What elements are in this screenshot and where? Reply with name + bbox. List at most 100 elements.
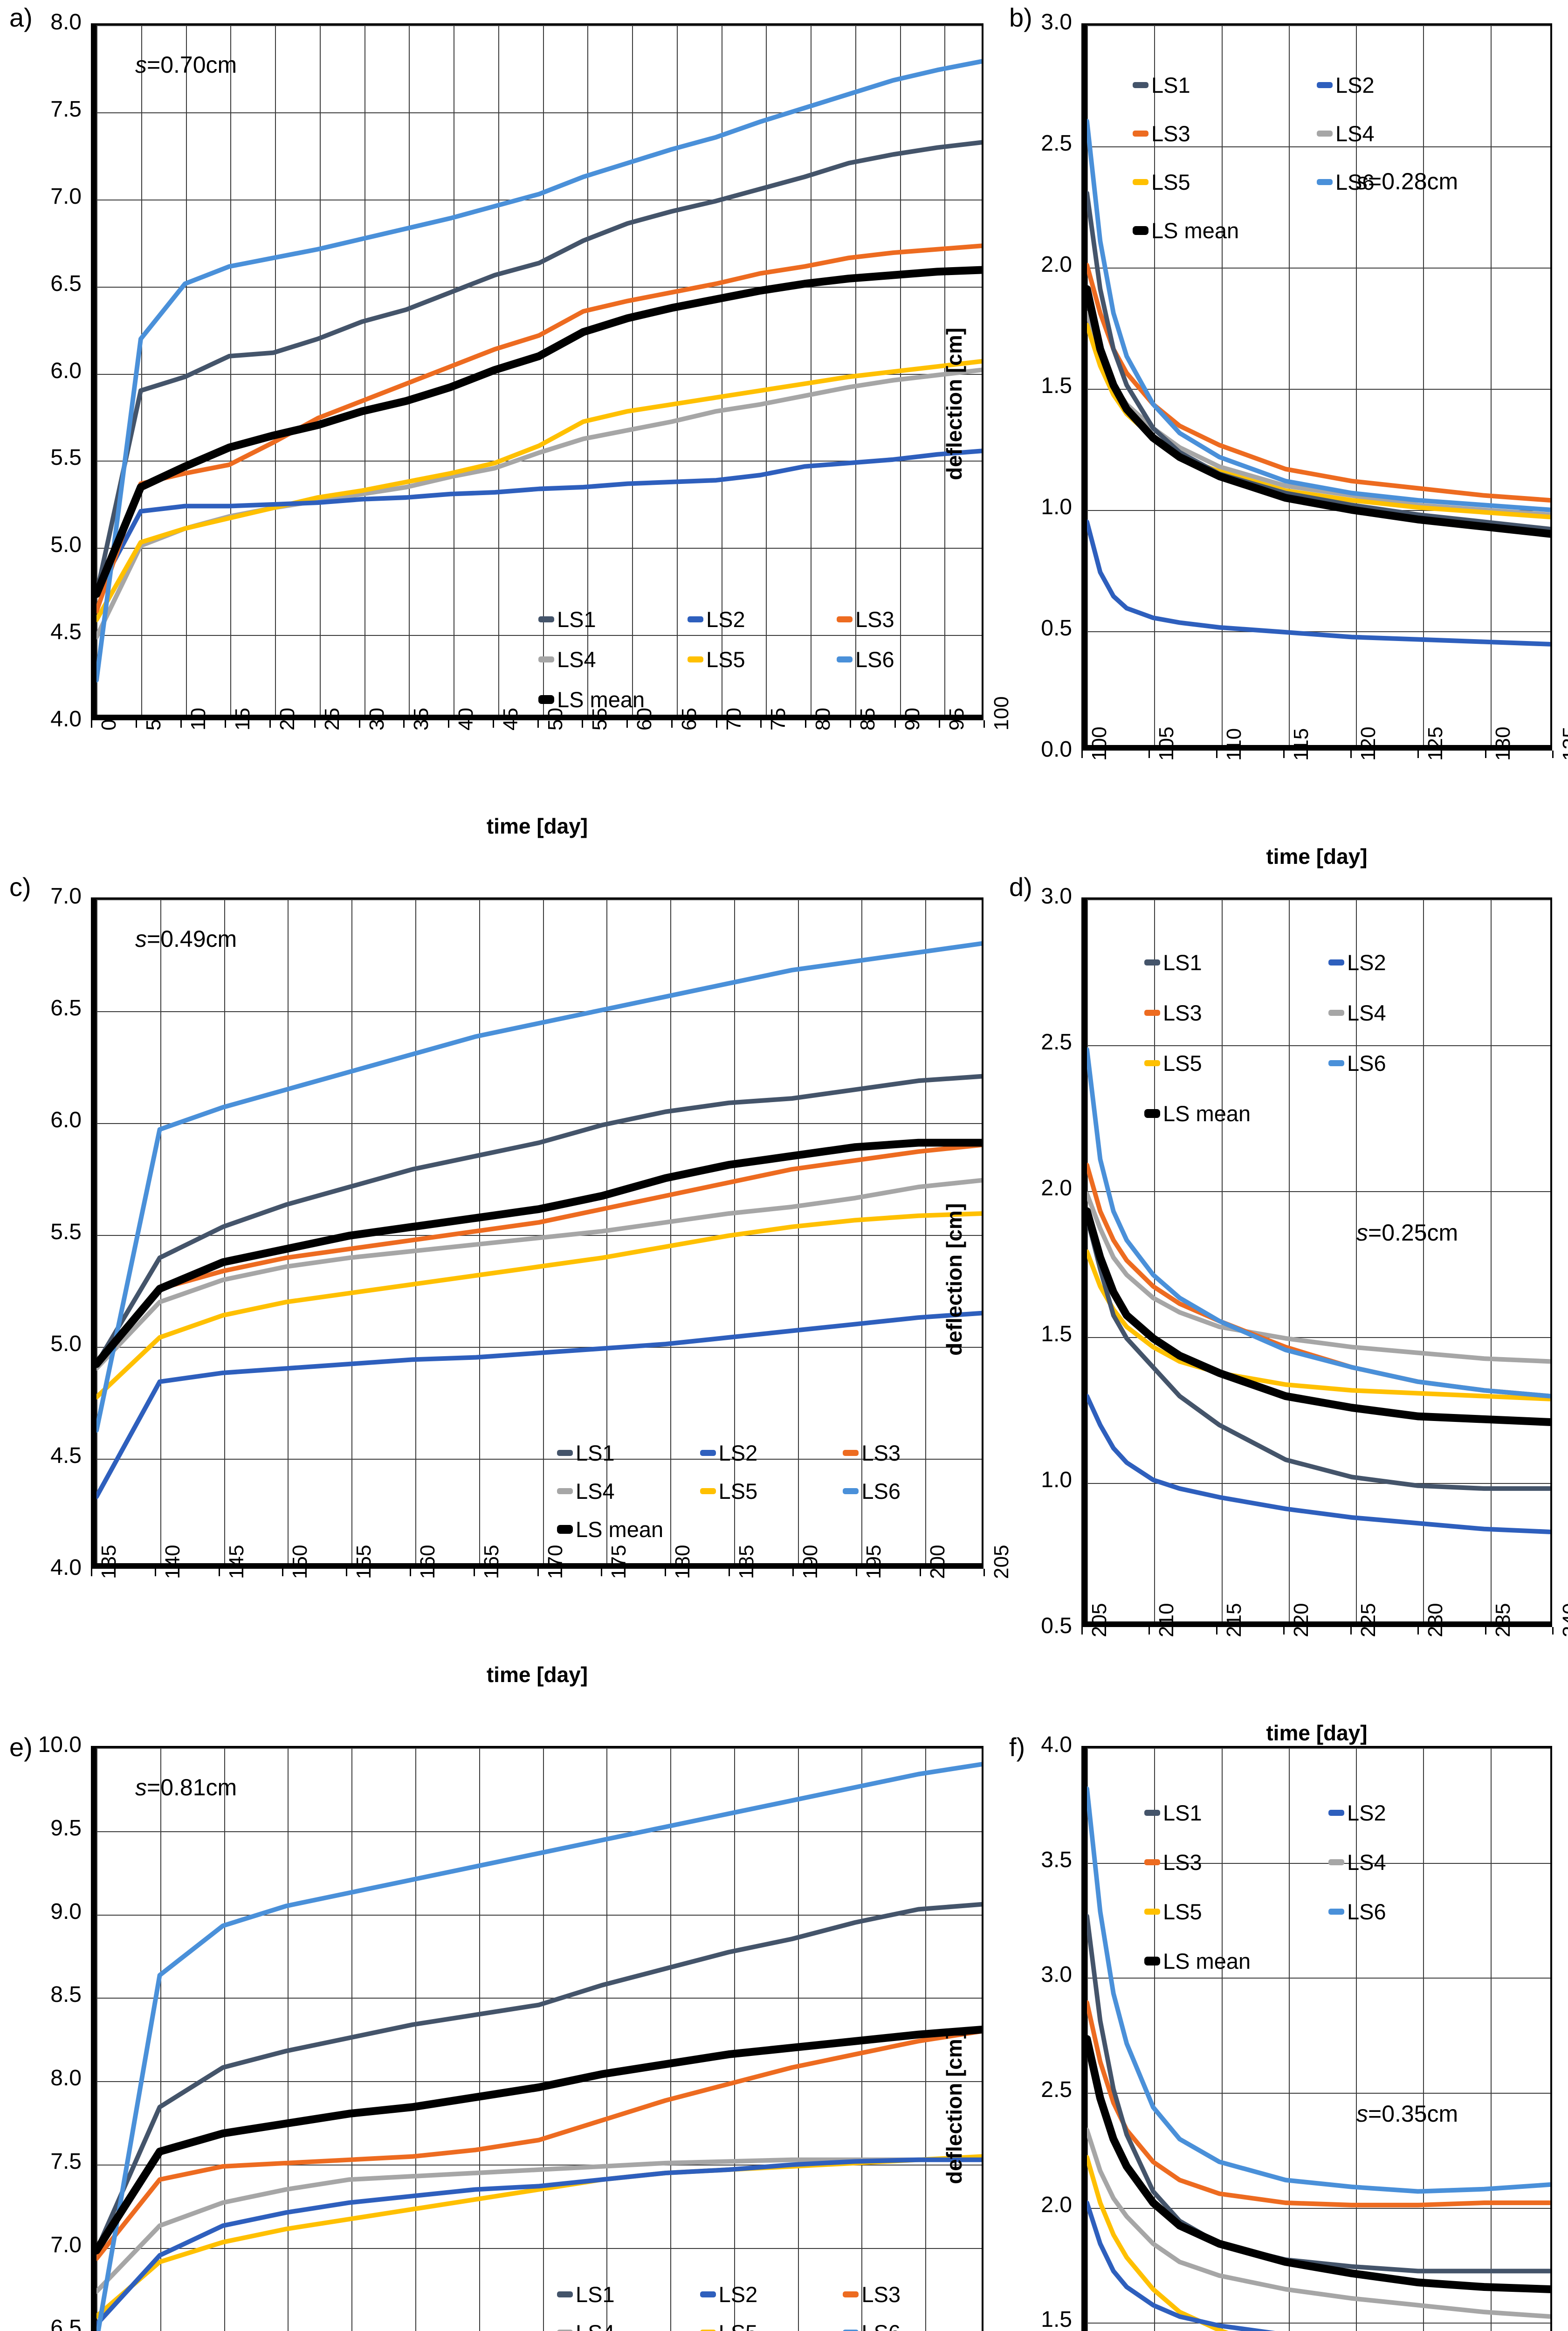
y-axis-tick-label: 8.0 [50, 10, 82, 34]
legend-item-ls3[interactable]: LS3 [1133, 109, 1317, 158]
gridline-vertical [1087, 25, 1088, 745]
gridline-vertical [415, 899, 416, 1563]
legend-item-ls4[interactable]: LS4 [1317, 109, 1501, 158]
legend-item-ls5[interactable]: LS5 [700, 1472, 843, 1510]
gridline-vertical [798, 1748, 799, 2331]
legend-item-ls5[interactable]: LS5 [688, 639, 837, 679]
gridline-horizontal [96, 1459, 982, 1460]
legend-item-ls3[interactable]: LS3 [837, 599, 986, 639]
x-axis-tick-label: 215 [1222, 1603, 1245, 1637]
y-axis-title: deflection [cm] [942, 327, 966, 480]
gridline-vertical [275, 25, 276, 715]
s-annotation: s=0.25cm [1356, 1219, 1458, 1246]
series-line-ls6 [1087, 118, 1550, 512]
y-axis-title: deflection [cm] [942, 2031, 966, 2184]
legend-swatch-icon [557, 1449, 573, 1456]
gridline-vertical [96, 899, 97, 1563]
legend-label: LS1 [576, 1440, 615, 1465]
legend-item-ls2[interactable]: LS2 [700, 2275, 843, 2313]
panel-letter-a: a) [9, 3, 33, 32]
legend-swatch-icon [1133, 82, 1148, 88]
series-line-ls6 [96, 941, 982, 1433]
s-annotation: s=0.49cm [135, 925, 237, 952]
legend-item-ls-mean[interactable]: LS mean [538, 679, 688, 719]
plot-area-f [1081, 1746, 1552, 2331]
legend-item-ls2[interactable]: LS2 [700, 1434, 843, 1472]
legend-item-ls1[interactable]: LS1 [538, 599, 688, 639]
legend-swatch-icon [700, 1449, 716, 1456]
legend-swatch-icon [1133, 130, 1148, 137]
x-axis-tick-label: 135 [1559, 726, 1568, 761]
y-axis-tick-label: 5.5 [50, 445, 82, 470]
legend-item-ls1[interactable]: LS1 [1133, 61, 1317, 109]
series-line-ls3 [96, 243, 982, 614]
series-canvas [1087, 1047, 1550, 1534]
legend-label: LS4 [557, 647, 596, 672]
s-value-text: =0.25cm [1368, 1220, 1458, 1246]
legend-item-ls3[interactable]: LS3 [843, 1434, 986, 1472]
x-axis-tick-mark [1552, 1627, 1554, 1634]
legend-item-ls1[interactable]: LS1 [557, 2275, 700, 2313]
gridline-vertical [230, 25, 232, 715]
legend-item-ls6[interactable]: LS6 [843, 2313, 986, 2331]
legend-item-ls4[interactable]: LS4 [1328, 987, 1513, 1038]
legend-item-ls3[interactable]: LS3 [1144, 987, 1328, 1038]
gridline-horizontal [1087, 389, 1550, 390]
x-axis-title: time [day] [1266, 1721, 1368, 1745]
panel-letter-d: d) [1009, 872, 1032, 902]
legend-item-ls1[interactable]: LS1 [557, 1434, 700, 1472]
x-axis-tick-mark [1148, 751, 1150, 758]
legend-item-ls4[interactable]: LS4 [557, 2313, 700, 2331]
legend-item-ls6[interactable]: LS6 [1328, 1887, 1513, 1936]
legend-item-ls4[interactable]: LS4 [538, 639, 688, 679]
series-line-ls3 [96, 2029, 982, 2261]
legend-swatch-icon [538, 656, 554, 662]
legend-label: LS mean [1163, 1948, 1251, 1973]
legend-item-ls-mean[interactable]: LS mean [1144, 1088, 1328, 1138]
legend-item-ls1[interactable]: LS1 [1144, 1788, 1328, 1837]
legend-item-ls5[interactable]: LS5 [1144, 1038, 1328, 1088]
legend-item-ls2[interactable]: LS2 [1328, 1788, 1513, 1837]
legend-item-ls-mean[interactable]: LS mean [1133, 206, 1317, 255]
x-axis-tick-mark [409, 1569, 411, 1576]
s-symbol: s [1356, 1220, 1368, 1246]
legend-swatch-icon [1317, 130, 1333, 137]
legend-item-ls2[interactable]: LS2 [1317, 61, 1501, 109]
x-axis-tick-label: 0 [97, 719, 120, 731]
legend-item-ls4[interactable]: LS4 [1328, 1837, 1513, 1887]
legend-swatch-icon [1328, 1859, 1344, 1865]
legend-label: LS4 [1347, 1849, 1386, 1875]
x-axis-tick-label: 205 [1088, 1603, 1111, 1637]
legend-label: LS5 [719, 2322, 758, 2331]
legend-item-ls6[interactable]: LS6 [1328, 1038, 1513, 1088]
legend-item-ls3[interactable]: LS3 [1144, 1837, 1328, 1887]
legend-item-ls6[interactable]: LS6 [837, 639, 986, 679]
x-axis-tick-label: 170 [543, 1545, 567, 1579]
legend-item-ls2[interactable]: LS2 [688, 599, 837, 639]
legend-item-ls4[interactable]: LS4 [557, 1472, 700, 1510]
legend-item-ls-mean[interactable]: LS mean [1144, 1936, 1328, 1986]
x-axis-tick-mark [180, 720, 182, 728]
legend-swatch-icon [837, 616, 853, 622]
x-axis-tick-label: 160 [416, 1545, 439, 1579]
legend-item-ls2[interactable]: LS2 [1328, 937, 1513, 987]
legend-item-ls-mean[interactable]: LS mean [557, 1510, 700, 1548]
legend-item-ls6[interactable]: LS6 [1317, 158, 1501, 206]
s-symbol: s [135, 52, 147, 78]
gridline-vertical [351, 899, 353, 1563]
legend-swatch-icon [1133, 179, 1148, 185]
legend-item-ls5[interactable]: LS5 [1133, 158, 1317, 206]
plot-area-d [1081, 897, 1552, 1627]
series-line-ls3 [1087, 2000, 1550, 2207]
x-axis-tick-label: 135 [97, 1545, 120, 1579]
x-axis-title: time [day] [1266, 844, 1368, 869]
legend-label: LS3 [1163, 1000, 1202, 1025]
legend-item-ls6[interactable]: LS6 [843, 1472, 986, 1510]
legend-item-ls5[interactable]: LS5 [1144, 1887, 1328, 1936]
s-symbol: s [135, 1774, 147, 1800]
x-axis-tick-mark [473, 1569, 475, 1576]
legend-item-ls1[interactable]: LS1 [1144, 937, 1328, 987]
legend-item-ls3[interactable]: LS3 [843, 2275, 986, 2313]
gridline-horizontal [1087, 1045, 1550, 1046]
legend-item-ls5[interactable]: LS5 [700, 2313, 843, 2331]
